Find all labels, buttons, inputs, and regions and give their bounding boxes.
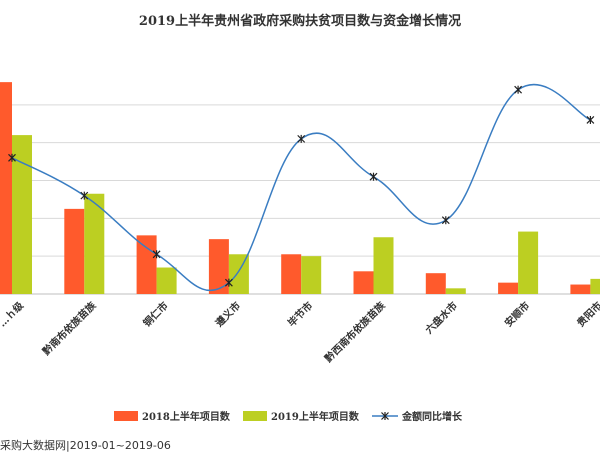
growth-marker-6 — [441, 216, 450, 225]
legend-label-2: 金额同比增长 — [401, 410, 463, 423]
source-text: 采购大数据网|2019-01~2019-06 — [0, 439, 171, 452]
bar-series2-4 — [301, 256, 322, 294]
x-tick-label-8: 贵阳市 — [574, 299, 600, 329]
bar-series1-4 — [281, 254, 302, 294]
growth-marker-3 — [224, 278, 233, 287]
growth-marker-7 — [514, 85, 523, 94]
bar-series1-1 — [64, 208, 85, 294]
legend-label-1: 2019上半年项目数 — [271, 410, 360, 423]
growth-marker-1 — [80, 191, 89, 200]
bar-series1-0 — [0, 82, 12, 294]
bar-series1-6 — [425, 273, 446, 294]
growth-marker-0 — [8, 153, 16, 162]
bar-series1-8 — [570, 284, 591, 294]
legend-swatch-0 — [114, 411, 138, 421]
legend-label-0: 2018上半年项目数 — [142, 410, 231, 423]
bar-series1-5 — [353, 271, 374, 294]
bar-series2-8 — [590, 278, 600, 294]
bar-series2-7 — [518, 231, 539, 294]
x-tick-label-1: 黔南布依族苗族 — [40, 298, 99, 357]
growth-marker-4 — [297, 134, 306, 143]
x-tick-label-0: …ｈ级 — [0, 298, 27, 329]
x-tick-label-5: 黔西南布依族苗族 — [322, 298, 388, 364]
bar-series2-3 — [228, 254, 249, 294]
x-tick-label-2: 铜仁市 — [140, 299, 170, 329]
bar-series2-5 — [373, 237, 394, 294]
x-tick-label-3: 遵义市 — [213, 299, 243, 329]
x-tick-label-4: 毕节市 — [285, 299, 315, 329]
bar-series2-0 — [12, 135, 32, 294]
growth-marker-5 — [369, 172, 378, 181]
chart-title: 2019上半年贵州省政府采购扶贫项目数与资金增长情况 — [138, 14, 462, 29]
x-tick-label-7: 安顺市 — [502, 299, 532, 329]
x-tick-label-6: 六盘水市 — [422, 299, 459, 336]
bar-series2-1 — [84, 193, 105, 294]
bar-series1-3 — [208, 239, 229, 294]
bar-series2-6 — [445, 288, 466, 294]
legend-marker — [381, 412, 389, 420]
bar-series2-2 — [156, 267, 177, 294]
bar-series1-7 — [498, 282, 519, 294]
bar-series1-2 — [136, 235, 157, 294]
legend-swatch-1 — [243, 411, 267, 421]
growth-marker-2 — [152, 250, 161, 259]
growth-marker-8 — [586, 115, 595, 124]
